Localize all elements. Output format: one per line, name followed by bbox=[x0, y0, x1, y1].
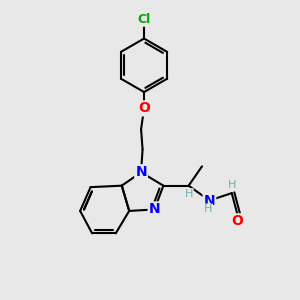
Text: N: N bbox=[148, 202, 160, 216]
Text: Cl: Cl bbox=[137, 13, 151, 26]
Text: H: H bbox=[184, 189, 193, 199]
Text: H: H bbox=[227, 180, 236, 190]
Text: N: N bbox=[204, 194, 215, 208]
Text: O: O bbox=[138, 101, 150, 116]
Text: N: N bbox=[135, 165, 147, 179]
Text: O: O bbox=[232, 214, 244, 228]
Text: H: H bbox=[204, 204, 212, 214]
